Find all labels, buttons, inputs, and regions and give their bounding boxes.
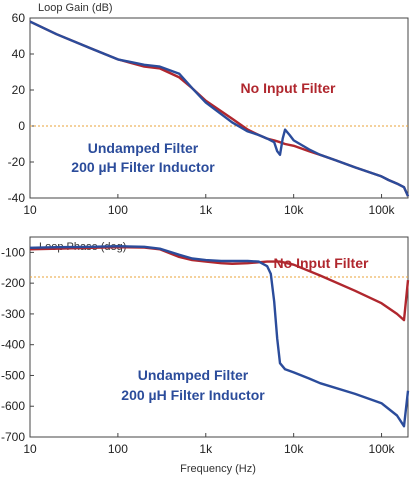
phase-x-tick-label: 10 — [23, 442, 37, 456]
gain-series-line-1 — [29, 20, 410, 197]
phase-x-tick-label: 10k — [284, 442, 304, 456]
phase-y-tick-label: -300 — [1, 307, 25, 321]
gain-series — [29, 20, 410, 197]
gain-y-tick-label: 0 — [18, 119, 25, 133]
phase-annotation-no-input-filter: No Input Filter — [274, 255, 369, 271]
phase-y-tick-label: -600 — [1, 399, 25, 413]
gain-x-tick-label: 100k — [369, 203, 396, 217]
phase-y-tick-label: -100 — [1, 245, 25, 259]
phase-y-tick-label: -200 — [1, 276, 25, 290]
phase-plot-frame — [29, 236, 409, 438]
gain-annotation-no-input-filter: No Input Filter — [241, 80, 336, 96]
phase-y-tick-label: -700 — [1, 430, 25, 444]
gain-panel-title: Loop Gain (dB) — [38, 2, 113, 14]
phase-annotation-undamped-line1: Undamped Filter — [138, 367, 249, 383]
phase-y-tick-label: -400 — [1, 338, 25, 352]
phase-x-tick-label: 100 — [108, 442, 128, 456]
phase-x-axis-label: Frequency (Hz) — [180, 463, 256, 475]
gain-y-tick-label: 40 — [12, 47, 26, 61]
phase-y-tick-label: -500 — [1, 368, 25, 382]
phase-x-tick-label: 100k — [369, 442, 396, 456]
phase-y-ticks: -100 -200 -300 -400 -500 -600 -700 — [1, 245, 34, 444]
gain-x-tick-label: 1k — [199, 203, 213, 217]
phase-series-line-1 — [29, 245, 410, 428]
gain-y-tick-label: -20 — [8, 155, 26, 169]
phase-panel: Loop Phase (deg) -100-200-300-400-500-60… — [1, 236, 410, 475]
gain-y-tick-label: 60 — [12, 11, 26, 25]
gain-x-tick-label: 100 — [108, 203, 128, 217]
gain-x-ticks: 10 100 1k 10k 100k — [23, 194, 396, 217]
gain-x-tick-label: 10 — [23, 203, 37, 217]
gain-annotation-undamped-line1: Undamped Filter — [88, 140, 199, 156]
phase-x-ticks: 10 100 1k 10k 100k — [23, 433, 396, 456]
gain-y-tick-label: 20 — [12, 83, 26, 97]
gain-y-tick-label: -40 — [8, 191, 26, 205]
gain-annotation-undamped-line2: 200 µH Filter Inductor — [71, 159, 215, 175]
phase-annotation-undamped-line2: 200 µH Filter Inductor — [121, 387, 265, 403]
gain-x-tick-label: 10k — [284, 203, 304, 217]
phase-x-tick-label: 1k — [199, 442, 213, 456]
phase-series — [29, 245, 410, 428]
